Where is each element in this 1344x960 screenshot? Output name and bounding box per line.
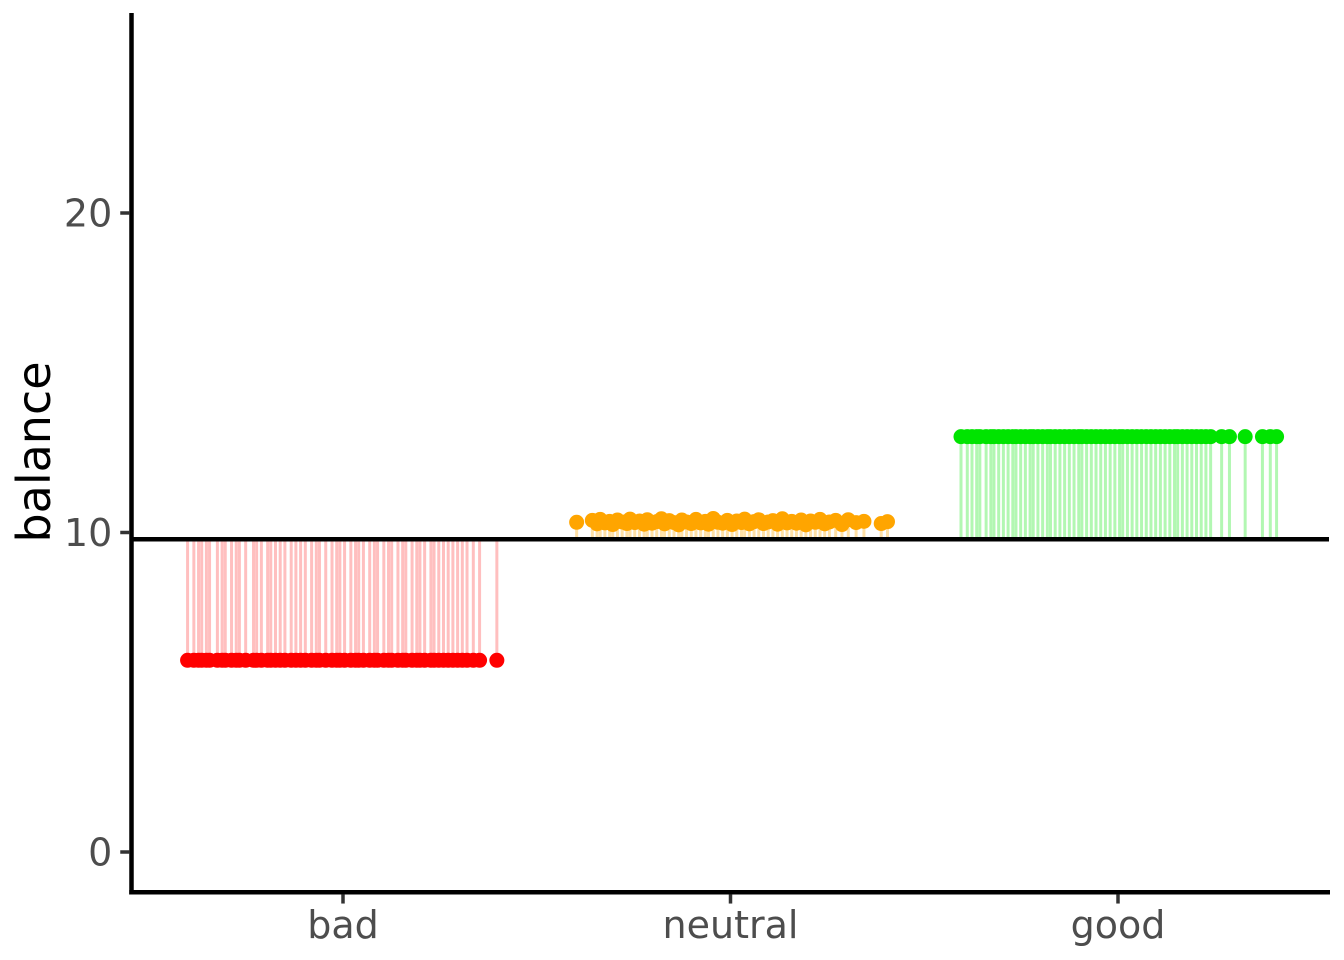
y-tick-label: 20 bbox=[64, 192, 112, 236]
data-point-good bbox=[1203, 429, 1219, 445]
x-tick-label: neutral bbox=[663, 903, 799, 947]
data-point-good bbox=[1237, 429, 1253, 445]
y-tick-label: 10 bbox=[64, 511, 112, 555]
data-point-neutral bbox=[856, 513, 872, 529]
y-tick-label: 0 bbox=[88, 831, 112, 875]
data-point-neutral bbox=[569, 514, 585, 530]
data-point-bad bbox=[489, 652, 505, 668]
data-point-bad bbox=[472, 652, 488, 668]
data-point-good bbox=[1269, 429, 1285, 445]
y-axis-title: balance bbox=[7, 361, 61, 542]
data-point-good bbox=[1221, 429, 1237, 445]
x-tick-label: bad bbox=[307, 903, 379, 947]
x-tick-label: good bbox=[1071, 903, 1166, 947]
data-point-neutral bbox=[880, 514, 895, 530]
